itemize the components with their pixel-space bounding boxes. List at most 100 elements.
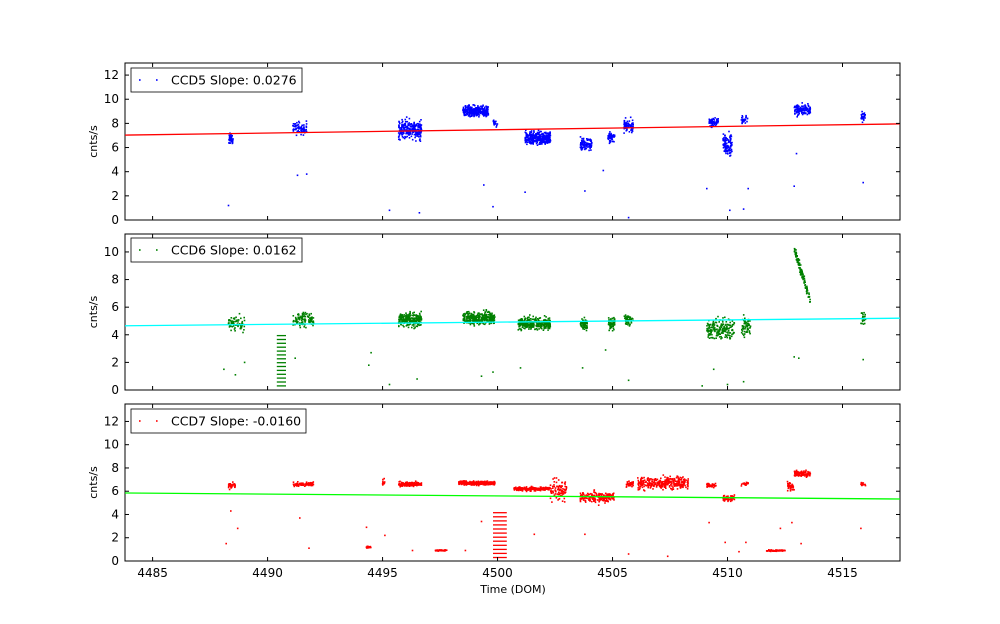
data-point [860, 118, 863, 120]
data-point [468, 114, 471, 116]
data-point [724, 148, 726, 151]
data-point [660, 477, 662, 480]
data-point [305, 125, 308, 128]
data-point [471, 481, 474, 483]
data-point [484, 319, 486, 321]
data-point [294, 316, 297, 319]
data-point [382, 484, 384, 486]
data-point [528, 316, 530, 318]
data-point [547, 317, 550, 320]
data-point [749, 320, 751, 322]
data-point [709, 119, 711, 121]
data-point [533, 140, 535, 142]
data-point [481, 110, 483, 113]
data-point [801, 105, 803, 107]
data-point [608, 494, 611, 497]
data-point [861, 319, 864, 321]
data-point [401, 321, 403, 323]
data-point [531, 140, 534, 143]
data-point [402, 315, 404, 318]
data-point [580, 145, 583, 148]
data-point [478, 114, 481, 116]
data-point [228, 139, 231, 142]
data-point [406, 318, 408, 320]
data-point [294, 357, 296, 359]
data-point [231, 325, 234, 328]
data-point [671, 488, 673, 490]
data-point [472, 114, 474, 116]
data-point [228, 324, 231, 327]
data-point [708, 334, 710, 337]
data-point [799, 106, 802, 109]
data-point [474, 111, 477, 114]
data-point [412, 314, 415, 316]
data-point [588, 496, 591, 499]
data-point [580, 325, 583, 327]
data-point [411, 126, 414, 128]
data-point [400, 481, 403, 484]
y-tick-label: 6 [111, 300, 119, 314]
data-point [801, 113, 804, 116]
data-point [305, 130, 308, 133]
data-point [486, 482, 488, 484]
data-point [727, 153, 729, 155]
data-point [557, 486, 560, 489]
data-point [563, 497, 566, 500]
data-point [296, 131, 298, 133]
data-point [727, 498, 729, 500]
data-point [398, 481, 400, 483]
data-point [610, 132, 612, 135]
data-point [712, 117, 715, 120]
data-point [231, 134, 233, 137]
data-point [805, 287, 808, 289]
data-point [800, 274, 803, 276]
data-point [232, 481, 234, 483]
data-point [610, 319, 613, 322]
data-point [492, 371, 494, 373]
data-point [302, 134, 305, 136]
data-point [681, 481, 683, 483]
data-point [523, 320, 525, 322]
data-point [302, 313, 305, 315]
data-point [300, 482, 303, 484]
data-point [415, 483, 418, 485]
data-point [716, 324, 718, 327]
data-point [534, 134, 537, 136]
data-point [548, 327, 551, 330]
data-point [584, 322, 587, 324]
data-point [733, 498, 736, 501]
data-point [653, 478, 656, 481]
data-point [466, 106, 468, 108]
data-point [492, 121, 495, 123]
data-point [382, 480, 384, 483]
data-point [241, 320, 244, 323]
data-point [304, 483, 306, 485]
data-point [488, 320, 490, 322]
data-point [594, 499, 596, 502]
data-point [742, 121, 744, 123]
data-point [406, 135, 408, 138]
data-point [529, 490, 532, 492]
data-point [559, 492, 561, 495]
data-point [529, 141, 532, 143]
data-point [658, 485, 661, 488]
data-point [479, 313, 482, 316]
data-point [408, 122, 410, 124]
data-point [230, 317, 233, 319]
data-point [515, 488, 517, 490]
data-point [234, 320, 236, 323]
data-point [721, 329, 724, 331]
data-point [523, 322, 525, 325]
data-point [591, 493, 593, 495]
data-point [230, 485, 232, 488]
data-point [796, 259, 798, 261]
data-point [663, 486, 666, 488]
data-point [709, 119, 712, 121]
data-point [471, 115, 473, 117]
data-point [607, 317, 610, 319]
data-point [232, 317, 235, 320]
data-point [706, 329, 708, 332]
data-point [491, 319, 493, 321]
data-point [801, 111, 804, 114]
